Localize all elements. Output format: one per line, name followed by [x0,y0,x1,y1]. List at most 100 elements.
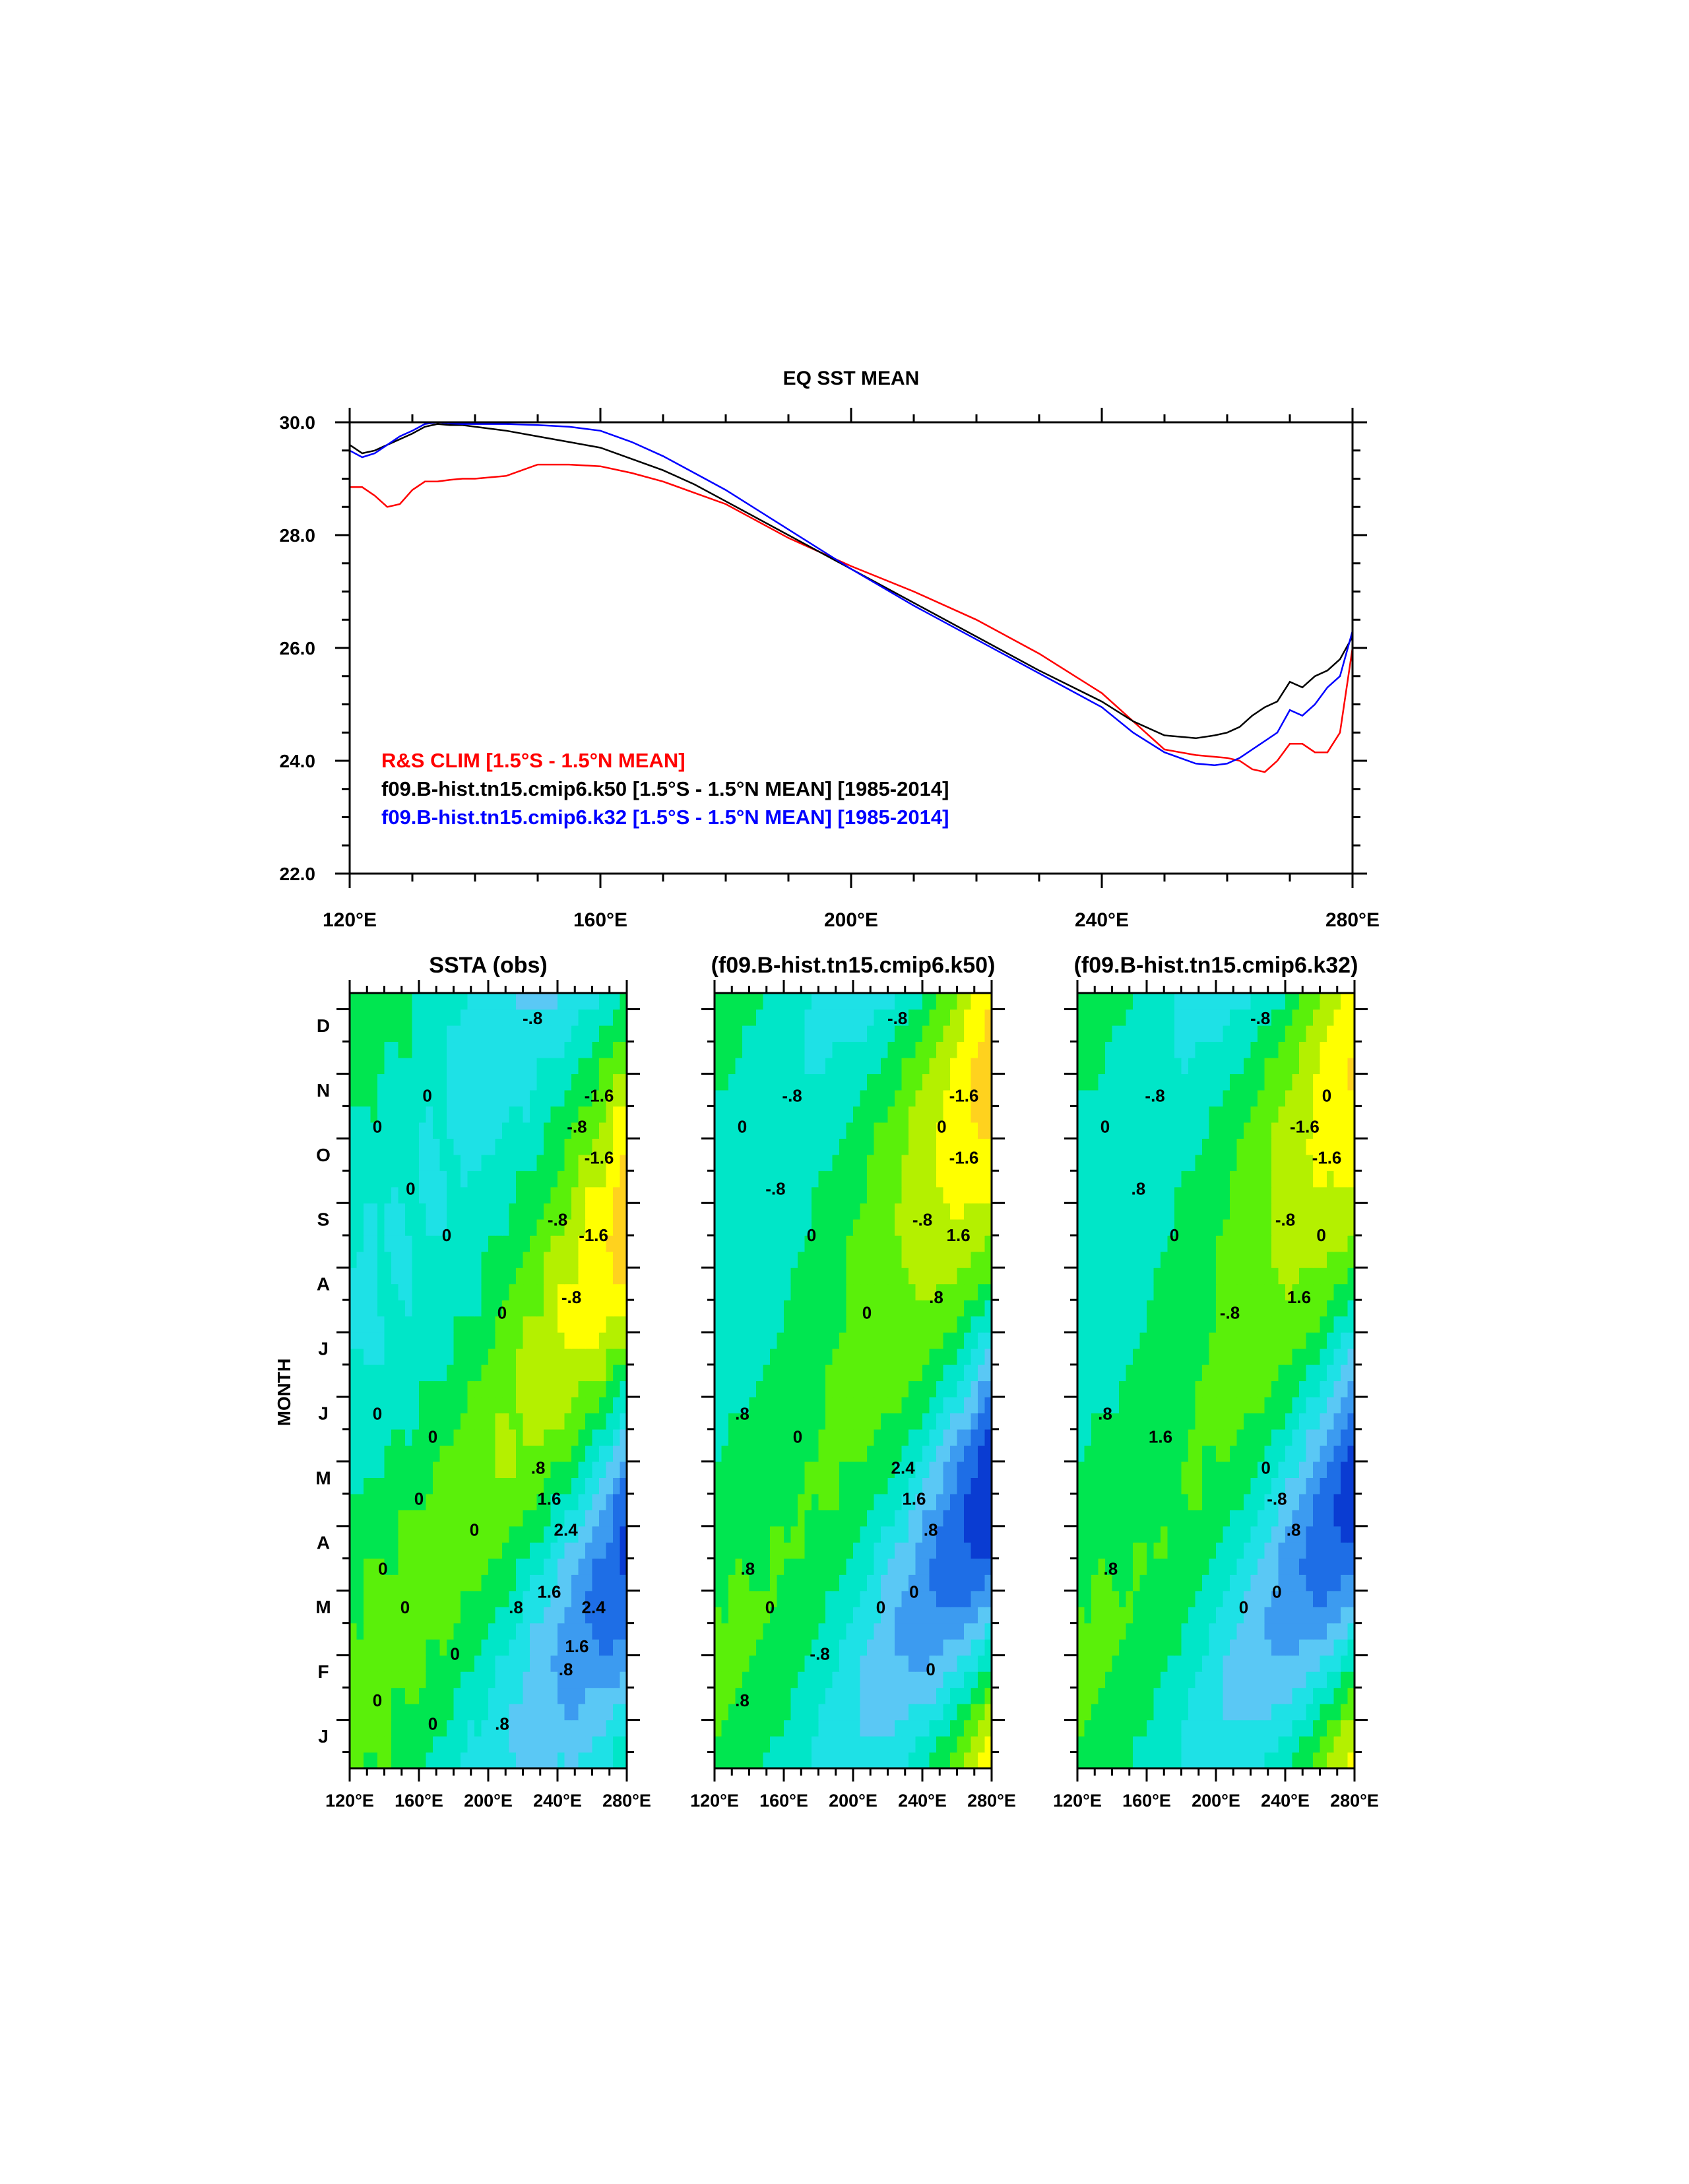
heatmap-cell [370,1622,378,1640]
heatmap-cell [1236,1736,1244,1753]
heatmap-cell [901,1074,909,1091]
heatmap-cell [901,1526,909,1543]
heatmap-cell [978,1510,986,1527]
heatmap-cell [592,1607,600,1624]
heatmap-cell [509,1429,517,1446]
heatmap-cell [887,1413,895,1430]
heatmap-cell [571,1396,579,1414]
heatmap-cell [978,1154,986,1171]
heatmap-cell [908,1316,916,1333]
heatmap-cell [1181,1639,1189,1656]
heatmap-cell [613,1268,621,1285]
heatmap-cell [398,1510,406,1527]
heatmap-cell [495,1268,503,1285]
heatmap-cell [874,1009,881,1026]
heatmap-cell [825,1719,833,1737]
heatmap-cell [832,1219,840,1236]
heatmap-cell [571,1041,579,1058]
heatmap-cell [1299,1704,1307,1721]
heatmap-cell [523,1752,530,1769]
heatmap-cell [715,1493,722,1510]
heatmap-cell [571,1510,579,1527]
heatmap-cell [461,1268,468,1285]
heatmap-cell [971,1413,978,1430]
heatmap-cell [384,1396,392,1414]
heatmap-cell [1250,1574,1258,1591]
heatmap-cell [558,1687,565,1704]
heatmap-cell [419,1219,427,1236]
heatmap-cell [1299,1752,1307,1769]
heatmap-cell [756,1574,764,1591]
heatmap-cell [439,1719,447,1737]
heatmap-cell [391,1219,399,1236]
heatmap-cell [453,1429,461,1446]
heatmap-cell [832,993,840,1010]
heatmap-cell [536,1235,544,1252]
heatmap-cell [1333,1719,1341,1737]
heatmap-cell [467,1607,475,1624]
heatmap-cell [812,1558,819,1575]
heatmap-cell [804,1089,812,1107]
heatmap-cell [770,1736,778,1753]
heatmap-cell [613,1251,621,1268]
heatmap-cell [1091,1655,1099,1672]
heatmap-cell [564,1089,572,1107]
heatmap-cell [1278,1687,1286,1704]
heatmap-cell [453,1089,461,1107]
heatmap-cell [1195,1607,1203,1624]
heatmap-cell [488,1057,496,1074]
heatmap-cell [728,1171,736,1188]
heatmap-cell [1091,1590,1099,1607]
heatmap-cell [391,1106,399,1123]
heatmap-cell [433,1219,441,1236]
heatmap-cell [770,1752,778,1769]
heatmap-cell [1216,1704,1224,1721]
heatmap-cell [846,1089,854,1107]
heatmap-cell [398,1089,406,1107]
heatmap-cell [356,1219,364,1236]
heatmap-cell [1209,1493,1217,1510]
heatmap-cell [405,1122,413,1139]
heatmap-cell [1250,1445,1258,1462]
heatmap-cell [971,1542,978,1559]
heatmap-cell [728,1574,736,1591]
heatmap-cell [943,1607,951,1624]
heatmap-cell [578,1057,586,1074]
heatmap-cell [1209,1704,1217,1721]
heatmap-cell [936,1171,944,1188]
heatmap-cell [943,1268,951,1285]
heatmap-cell [391,1041,399,1058]
heatmap-cell [564,1607,572,1624]
heatmap-cell [846,1704,854,1721]
heatmap-cell [1119,1671,1127,1688]
heatmap-cell [620,1687,627,1704]
heatmap-cell [1153,1704,1161,1721]
heatmap-cell [1098,1687,1106,1704]
heatmap-cell [846,1639,854,1656]
heatmap-cell [853,1526,861,1543]
heatmap-cell [356,1365,364,1382]
heatmap-cell [798,1477,806,1494]
heatmap-cell [798,1639,806,1656]
heatmap-cell [585,1138,593,1155]
heatmap-cell [887,1736,895,1753]
heatmap-cell [929,1622,937,1640]
heatmap-cell [364,1025,371,1043]
heatmap-cell [384,1122,392,1139]
heatmap-cell [1147,1622,1155,1640]
heatmap-cell [453,1057,461,1074]
heatmap-cell [564,1493,572,1510]
heatmap-cell [356,1186,364,1204]
heatmap-cell [1147,1542,1155,1559]
heatmap-cell [1313,1510,1321,1527]
heatmap-cell [804,1671,812,1688]
heatmap-cell [356,1622,364,1640]
heatmap-cell [922,1348,930,1365]
heatmap-cell [419,1316,427,1333]
heatmap-cell [398,1477,406,1494]
heatmap-cell [1188,1655,1196,1672]
heatmap-cell [447,1510,455,1527]
heatmap-cell [1216,1607,1224,1624]
heatmap-cell [825,1477,833,1494]
heatmap-cell [370,1477,378,1494]
